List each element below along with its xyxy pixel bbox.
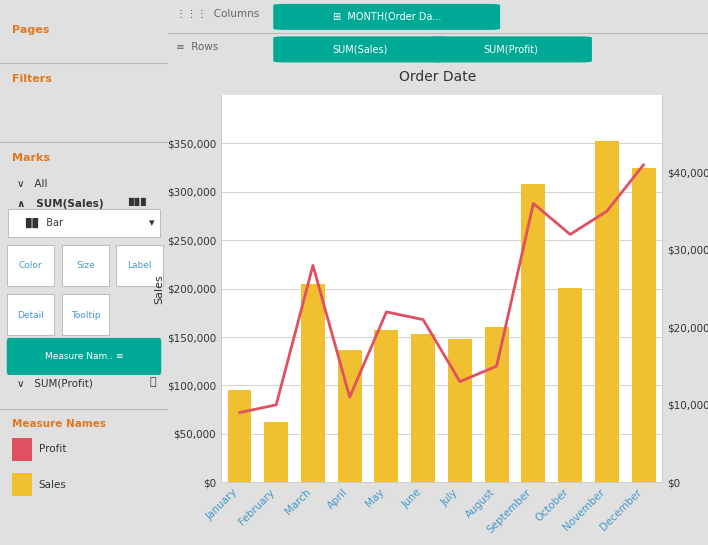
Text: ∨   SUM(Profit): ∨ SUM(Profit) xyxy=(17,379,93,389)
FancyBboxPatch shape xyxy=(6,245,54,286)
Bar xyxy=(338,350,362,482)
Text: Profit: Profit xyxy=(39,444,66,454)
FancyBboxPatch shape xyxy=(116,245,163,286)
FancyBboxPatch shape xyxy=(273,4,500,30)
Text: ⊞  MONTH(Order Da...: ⊞ MONTH(Order Da... xyxy=(333,12,441,22)
Bar xyxy=(12,438,32,461)
FancyBboxPatch shape xyxy=(430,37,592,62)
Bar xyxy=(632,168,656,482)
Text: Measure Names: Measure Names xyxy=(12,419,105,428)
Text: Color: Color xyxy=(18,262,42,270)
Text: ⋮⋮⋮  Columns: ⋮⋮⋮ Columns xyxy=(176,9,259,19)
Text: ▾: ▾ xyxy=(149,218,154,228)
Text: ▊▊▊: ▊▊▊ xyxy=(128,197,148,207)
Text: SUM(Sales): SUM(Sales) xyxy=(332,44,387,55)
Text: ▊▊  Bar: ▊▊ Bar xyxy=(25,218,63,228)
Text: Size: Size xyxy=(76,262,95,270)
Bar xyxy=(522,184,545,482)
Y-axis label: Sales: Sales xyxy=(154,274,164,304)
Text: Detail: Detail xyxy=(17,311,44,319)
FancyBboxPatch shape xyxy=(6,294,54,335)
Text: Order Date: Order Date xyxy=(399,70,476,84)
Text: Marks: Marks xyxy=(12,153,50,162)
Text: ≡  Rows: ≡ Rows xyxy=(176,42,218,52)
Text: SUM(Profit): SUM(Profit) xyxy=(484,44,538,55)
Text: Label: Label xyxy=(127,262,152,270)
FancyBboxPatch shape xyxy=(62,245,109,286)
Text: ∨   All: ∨ All xyxy=(17,179,47,189)
Bar xyxy=(12,473,32,496)
FancyBboxPatch shape xyxy=(8,209,159,237)
Text: Pages: Pages xyxy=(12,25,49,34)
FancyBboxPatch shape xyxy=(273,37,446,62)
Bar xyxy=(375,330,399,482)
Bar xyxy=(485,328,508,482)
Bar xyxy=(301,284,325,482)
Text: Measure Nam.. ≡: Measure Nam.. ≡ xyxy=(45,352,123,361)
Text: Sales: Sales xyxy=(39,480,67,489)
Text: 〜: 〜 xyxy=(149,377,156,387)
Bar xyxy=(411,334,435,482)
FancyBboxPatch shape xyxy=(6,338,161,375)
Bar xyxy=(595,142,619,482)
Text: Filters: Filters xyxy=(12,74,52,83)
Text: Tooltip: Tooltip xyxy=(71,311,101,319)
Bar xyxy=(227,390,251,482)
FancyBboxPatch shape xyxy=(62,294,109,335)
Bar xyxy=(558,288,582,482)
Text: ∧   SUM(Sales): ∧ SUM(Sales) xyxy=(17,199,103,209)
Bar xyxy=(264,422,288,482)
Bar xyxy=(448,339,472,482)
